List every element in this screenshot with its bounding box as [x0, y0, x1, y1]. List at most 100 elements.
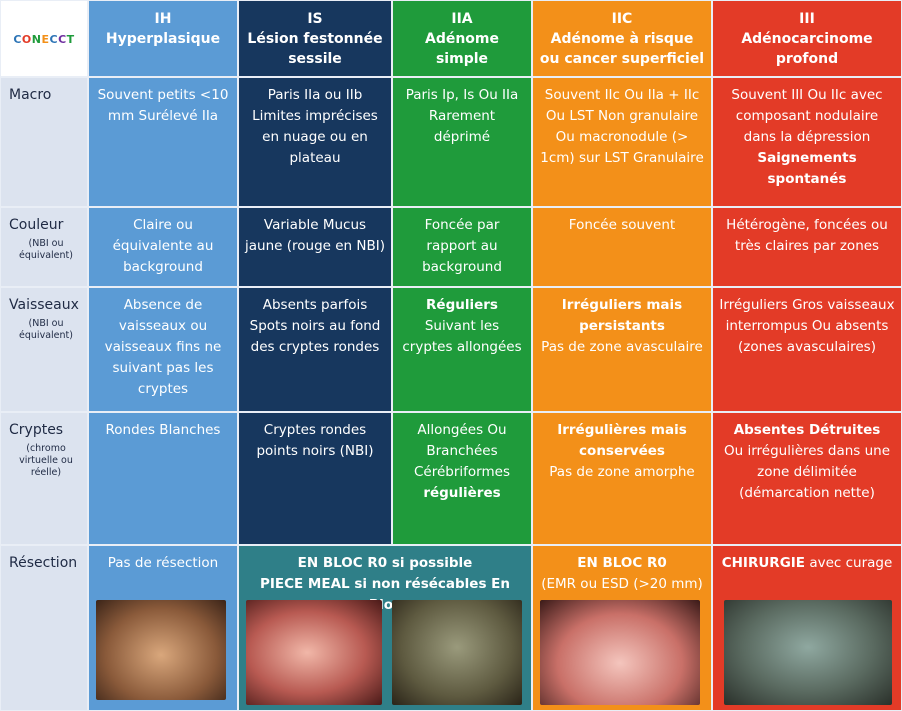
logo-letter: C	[13, 33, 22, 46]
column-name: Hyperplasique	[105, 31, 221, 47]
cell-text: Foncée par rapport au background	[422, 217, 502, 275]
cell-paragraph: EN BLOC R0	[539, 553, 705, 574]
cell-text: Variable Mucus jaune (rouge en NBI)	[245, 217, 385, 254]
column-name: Lésion festonnée sessile	[247, 31, 383, 67]
column-code: III	[799, 11, 815, 27]
cell-text: Allongées Ou Branchées Cérébriformes	[414, 422, 510, 480]
cell: Absence de vaisseaux ou vaisseaux fins n…	[89, 288, 237, 411]
cell: Paris Ip, Is Ou IIa Rarement déprimé	[393, 78, 531, 206]
cell-paragraph: Cryptes rondes points noirs (NBI)	[245, 420, 385, 462]
cell-paragraph: Souvent petits <10 mm Surélevé IIa	[95, 85, 231, 127]
logo-letter: C	[49, 33, 59, 46]
row-label-text: Résection	[9, 555, 78, 571]
cell-paragraph: Foncée souvent	[539, 215, 705, 236]
cell-paragraph: Paris IIa ou IIb Limites imprécises en n…	[245, 85, 385, 169]
cell-text: avec curage	[805, 555, 893, 571]
cell-paragraph: Claire ou équivalente au background	[95, 215, 231, 278]
row-note: (chromo virtuelle ou réelle)	[19, 443, 73, 478]
cell: Absents parfois Spots noirs au fond des …	[239, 288, 391, 411]
cell-paragraph: Absentes Détruites	[719, 420, 895, 441]
cell-paragraph: (EMR ou ESD (>20 mm)	[539, 574, 705, 595]
logo: CONECCT	[13, 33, 74, 46]
cell-paragraph: régulières	[399, 483, 525, 504]
cell-paragraph: Pas de zone avasculaire	[539, 337, 705, 358]
cell-paragraph: EN BLOC R0 si possible	[245, 553, 525, 574]
cell-text: Saignements spontanés	[757, 150, 857, 187]
cell: Hétérogène, foncées ou très claires par …	[713, 208, 901, 286]
column-code: IIC	[611, 11, 633, 27]
cell-text: régulières	[423, 485, 501, 501]
endoscopy-image	[246, 600, 382, 705]
row-note: (NBI ou équivalent)	[19, 238, 73, 261]
logo-letter: N	[31, 33, 42, 46]
cell: Absentes Détruites Ou irrégulières dans u…	[713, 413, 901, 544]
cell-text: Absents parfois Spots noirs au fond des …	[249, 297, 381, 355]
cell-paragraph: Ou irrégulières dans une zone délimitée …	[719, 441, 895, 504]
cell-text: EN BLOC R0	[577, 555, 667, 571]
cell-paragraph: Irréguliers mais persistants	[539, 295, 705, 337]
logo-letter: T	[66, 33, 75, 46]
cell-paragraph: Variable Mucus jaune (rouge en NBI)	[245, 215, 385, 257]
cell-text: Claire ou équivalente au background	[112, 217, 214, 275]
cell-text: Absentes Détruites	[733, 422, 881, 438]
column-name: Adénome simple	[424, 31, 500, 67]
cell-text: Réguliers	[426, 297, 498, 313]
row-label: Macro	[1, 78, 87, 206]
cell-text: Souvent III Ou IIc avec composant nodula…	[731, 87, 883, 145]
column-code: IIA	[451, 11, 473, 27]
cell-paragraph: Pas de résection	[95, 553, 231, 574]
cell: Paris IIa ou IIb Limites imprécises en n…	[239, 78, 391, 206]
row-note: (NBI ou équivalent)	[19, 318, 73, 341]
endoscopy-image	[540, 600, 700, 705]
cell-paragraph: Foncée par rapport au background	[399, 215, 525, 278]
cell-text: Paris IIa ou IIb Limites imprécises en n…	[252, 87, 378, 166]
cell-text: Cryptes rondes points noirs (NBI)	[256, 422, 374, 459]
cell: Réguliers Suivant les cryptes allongées	[393, 288, 531, 411]
cell-paragraph: Pas de zone amorphe	[539, 462, 705, 483]
column-header: IIA Adénome simple	[393, 1, 531, 76]
row-label: Cryptes (chromo virtuelle ou réelle)	[1, 413, 87, 544]
cell-text: Ou irrégulières dans une zone délimitée …	[723, 443, 891, 501]
cell: Irréguliers mais persistants Pas de zone …	[533, 288, 711, 411]
cell-text: Irréguliers mais persistants	[561, 297, 683, 334]
cell-paragraph: Absence de vaisseaux ou vaisseaux fins n…	[95, 295, 231, 400]
cell-text: Pas de zone avasculaire	[541, 339, 703, 355]
cell: Souvent III Ou IIc avec composant nodula…	[713, 78, 901, 206]
cell: Irrégulières mais conservées Pas de zone …	[533, 413, 711, 544]
cell-text: Paris Ip, Is Ou IIa Rarement déprimé	[405, 87, 519, 145]
cell-paragraph: Suivant les cryptes allongées	[399, 316, 525, 358]
logo-letter: C	[58, 33, 67, 46]
column-name: Adénome à risque ou cancer superficiel	[539, 31, 705, 67]
cell-paragraph: Rondes Blanches	[95, 420, 231, 441]
row-label-text: Couleur	[9, 217, 64, 233]
cell-text: Suivant les cryptes allongées	[402, 318, 522, 355]
cell: Souvent petits <10 mm Surélevé IIa	[89, 78, 237, 206]
column-header: IIC Adénome à risque ou cancer superficie…	[533, 1, 711, 76]
cell: Claire ou équivalente au background	[89, 208, 237, 286]
cell: Variable Mucus jaune (rouge en NBI)	[239, 208, 391, 286]
cell-text: EN BLOC R0 si possible	[297, 555, 473, 571]
cell: Foncée souvent	[533, 208, 711, 286]
cell-text: Rondes Blanches	[105, 422, 221, 438]
column-code: IH	[154, 11, 172, 27]
row-label-text: Macro	[9, 87, 52, 103]
cell-text: Pas de zone amorphe	[549, 464, 695, 480]
cell-paragraph: Irréguliers Gros vaisseaux interrompus O…	[719, 295, 895, 358]
cell-paragraph: Réguliers	[399, 295, 525, 316]
cell: Souvent IIc Ou IIa + IIc Ou LST Non gran…	[533, 78, 711, 206]
column-header: III Adénocarcinome profond	[713, 1, 901, 76]
column-code: IS	[307, 11, 323, 27]
cell-text: Foncée souvent	[568, 217, 676, 233]
cell-text: Irrégulières mais conservées	[557, 422, 687, 459]
row-label: Vaisseaux (NBI ou équivalent)	[1, 288, 87, 411]
cell-paragraph: CHIRURGIE avec curage	[719, 553, 895, 574]
cell-paragraph: Paris Ip, Is Ou IIa Rarement déprimé	[399, 85, 525, 148]
logo-cell: CONECCT	[1, 1, 87, 76]
column-header: IS Lésion festonnée sessile	[239, 1, 391, 76]
cell: Foncée par rapport au background	[393, 208, 531, 286]
cell-paragraph: Allongées Ou Branchées Cérébriformes	[399, 420, 525, 483]
cell-paragraph: Absents parfois Spots noirs au fond des …	[245, 295, 385, 358]
column-name: Adénocarcinome profond	[741, 31, 873, 67]
cell-paragraph: Souvent IIc Ou IIa + IIc Ou LST Non gran…	[539, 85, 705, 169]
row-label: Couleur (NBI ou équivalent)	[1, 208, 87, 286]
